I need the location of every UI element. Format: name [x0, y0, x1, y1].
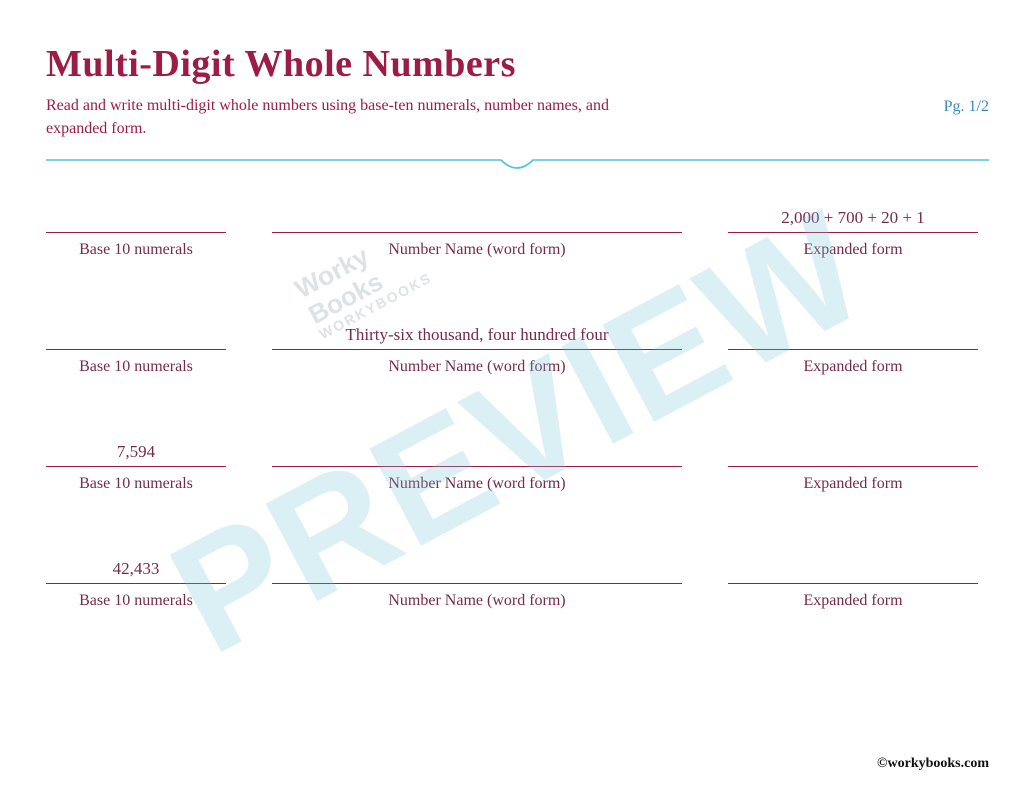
label-expanded: Expanded form	[728, 467, 978, 493]
label-base10: Base 10 numerals	[46, 233, 226, 259]
worksheet-header: Multi-Digit Whole Numbers Read and write…	[46, 42, 989, 140]
cell-expanded: Expanded form	[728, 325, 978, 376]
value-expanded[interactable]	[728, 559, 978, 583]
cell-base10: Base 10 numerals	[46, 325, 226, 376]
label-base10: Base 10 numerals	[46, 350, 226, 376]
value-wordform[interactable]: Thirty-six thousand, four hundred four	[272, 325, 682, 349]
label-wordform: Number Name (word form)	[272, 350, 682, 376]
cell-base10: 7,594 Base 10 numerals	[46, 442, 226, 493]
value-wordform[interactable]	[272, 208, 682, 232]
page-title: Multi-Digit Whole Numbers	[46, 42, 989, 86]
label-wordform: Number Name (word form)	[272, 233, 682, 259]
value-expanded[interactable]	[728, 442, 978, 466]
label-expanded: Expanded form	[728, 233, 978, 259]
label-base10: Base 10 numerals	[46, 467, 226, 493]
cell-base10: 42,433 Base 10 numerals	[46, 559, 226, 610]
cell-base10: Base 10 numerals	[46, 208, 226, 259]
cell-expanded: Expanded form	[728, 442, 978, 493]
table-row: Base 10 numerals Thirty-six thousand, fo…	[46, 325, 989, 376]
table-row: 7,594 Base 10 numerals Number Name (word…	[46, 442, 989, 493]
worksheet-rows: Base 10 numerals Number Name (word form)…	[46, 208, 989, 610]
value-wordform[interactable]	[272, 442, 682, 466]
value-base10[interactable]	[46, 208, 226, 232]
value-wordform[interactable]	[272, 559, 682, 583]
label-base10: Base 10 numerals	[46, 584, 226, 610]
value-expanded[interactable]	[728, 325, 978, 349]
table-row: Base 10 numerals Number Name (word form)…	[46, 208, 989, 259]
label-expanded: Expanded form	[728, 584, 978, 610]
page-number: Pg. 1/2	[944, 98, 989, 116]
cell-wordform: Thirty-six thousand, four hundred four N…	[272, 325, 682, 376]
divider	[46, 158, 989, 168]
cell-expanded: Expanded form	[728, 559, 978, 610]
footer-copyright: ©workybooks.com	[877, 756, 989, 772]
label-wordform: Number Name (word form)	[272, 584, 682, 610]
divider-path	[46, 160, 989, 168]
cell-wordform: Number Name (word form)	[272, 208, 682, 259]
value-base10[interactable]: 42,433	[46, 559, 226, 583]
label-expanded: Expanded form	[728, 350, 978, 376]
table-row: 42,433 Base 10 numerals Number Name (wor…	[46, 559, 989, 610]
value-expanded[interactable]: 2,000 + 700 + 20 + 1	[728, 208, 978, 232]
cell-wordform: Number Name (word form)	[272, 559, 682, 610]
cell-expanded: 2,000 + 700 + 20 + 1 Expanded form	[728, 208, 978, 259]
cell-wordform: Number Name (word form)	[272, 442, 682, 493]
value-base10[interactable]: 7,594	[46, 442, 226, 466]
value-base10[interactable]	[46, 325, 226, 349]
label-wordform: Number Name (word form)	[272, 467, 682, 493]
page-subtitle: Read and write multi-digit whole numbers…	[46, 94, 666, 140]
